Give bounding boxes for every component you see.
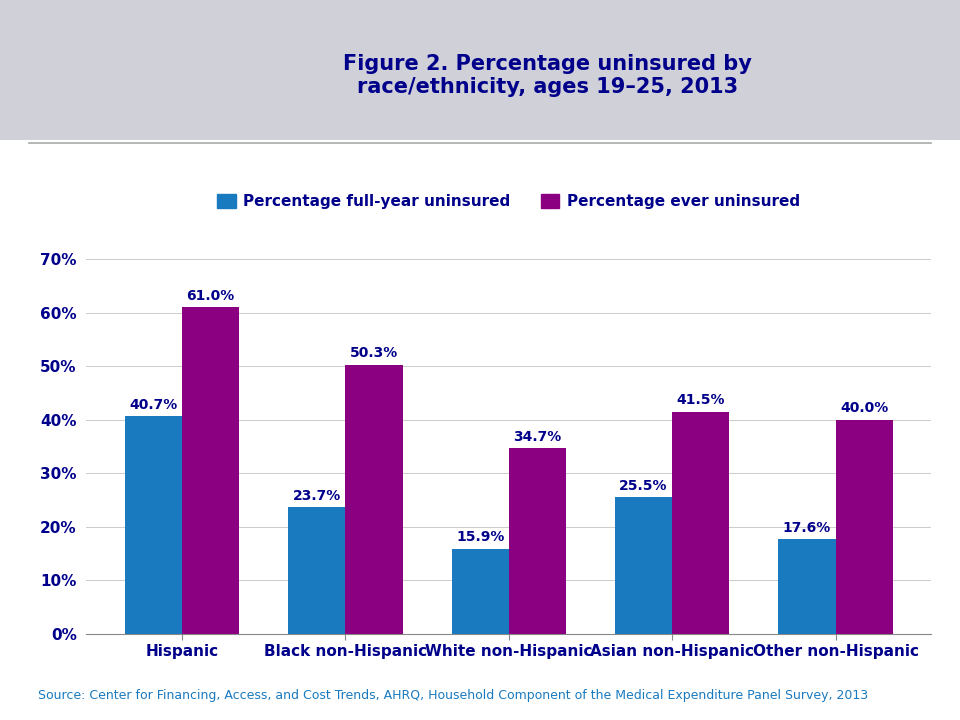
Bar <box>288 507 346 634</box>
Text: 41.5%: 41.5% <box>677 393 725 408</box>
Text: 15.9%: 15.9% <box>456 530 504 544</box>
Text: 17.6%: 17.6% <box>783 521 831 535</box>
Text: 40.7%: 40.7% <box>130 397 178 412</box>
Bar <box>125 416 182 634</box>
Text: Figure 2. Percentage uninsured by
race/ethnicity, ages 19–25, 2013: Figure 2. Percentage uninsured by race/e… <box>343 54 752 97</box>
Bar <box>672 412 730 634</box>
Text: 50.3%: 50.3% <box>349 346 398 360</box>
Bar <box>779 539 835 634</box>
Bar <box>509 448 566 634</box>
Text: 34.7%: 34.7% <box>514 430 562 444</box>
Bar <box>615 498 672 634</box>
Bar <box>451 549 509 634</box>
Text: 25.5%: 25.5% <box>619 479 668 493</box>
Legend: Percentage full-year uninsured, Percentage ever uninsured: Percentage full-year uninsured, Percenta… <box>211 188 806 215</box>
Bar <box>835 420 893 634</box>
Text: 23.7%: 23.7% <box>293 489 341 503</box>
Text: Source: Center for Financing, Access, and Cost Trends, AHRQ, Household Component: Source: Center for Financing, Access, an… <box>38 689 869 702</box>
Bar <box>182 307 239 634</box>
Text: 61.0%: 61.0% <box>186 289 234 303</box>
Text: 40.0%: 40.0% <box>840 401 888 415</box>
Bar <box>346 364 402 634</box>
